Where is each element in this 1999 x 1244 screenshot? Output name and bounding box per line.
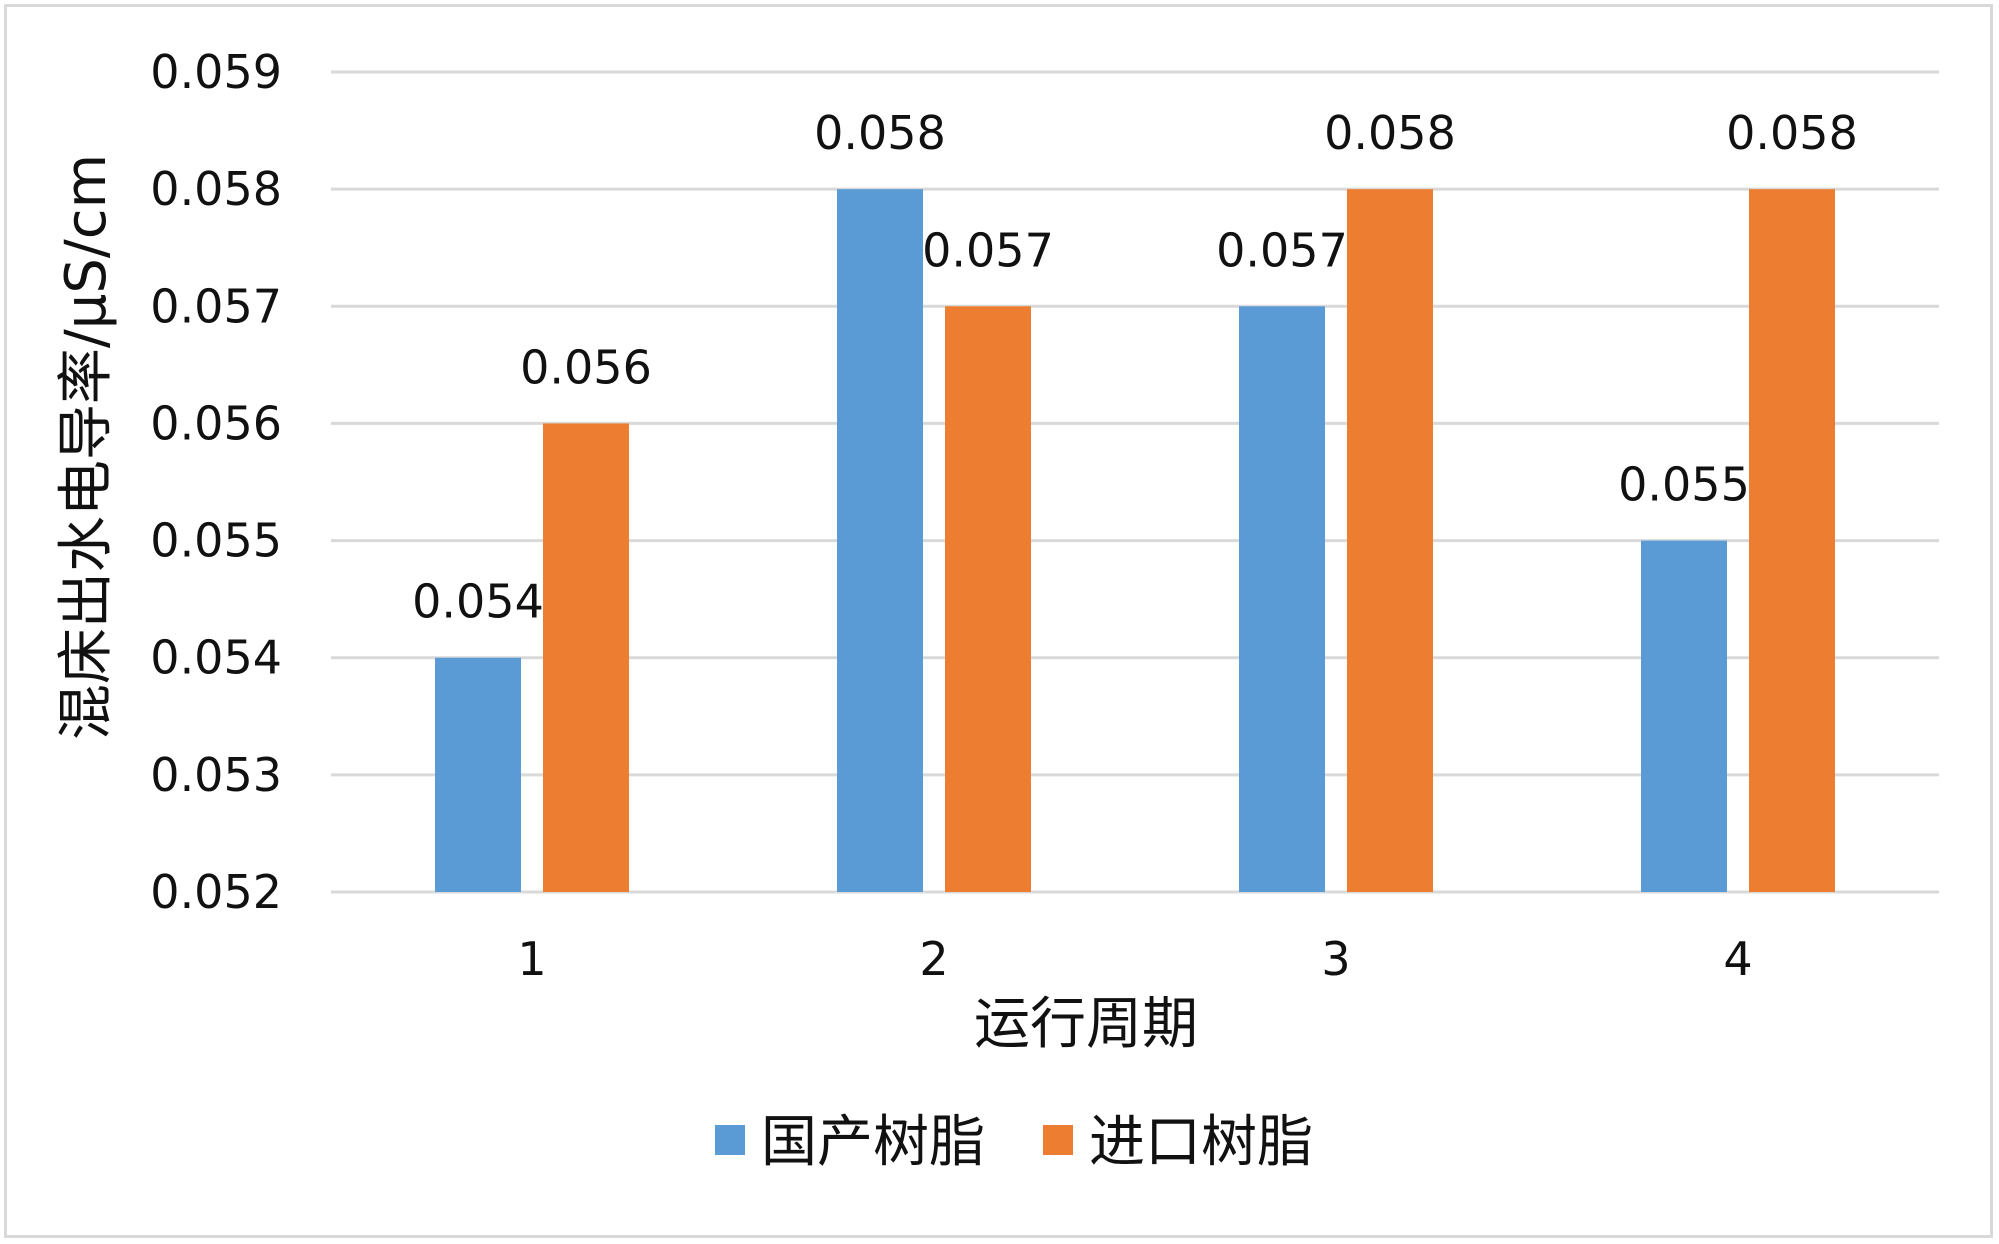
y-tick-label: 0.058: [150, 162, 282, 216]
y-tick-label: 0.055: [150, 514, 282, 568]
y-axis-ticks: 0.052 0.053 0.054 0.055 0.056 0.057 0.058 0.059: [150, 45, 282, 919]
chart-frame: 0.052 0.053 0.054 0.055 0.056 0.057 0.058 0.059…: [4, 4, 1993, 1238]
bar-series-1-cat-4: [1641, 540, 1727, 892]
bar-series-2-cat-1: [543, 423, 629, 892]
x-tick-label: 1: [517, 932, 546, 986]
x-axis-title: 运行周期: [974, 992, 1198, 1057]
y-axis-title: 混床出水电导率/μS/cm: [54, 154, 119, 740]
bar-series-2-cat-3: [1347, 189, 1433, 893]
x-tick-label: 3: [1321, 932, 1350, 986]
x-tick-label: 2: [919, 932, 948, 986]
bar-chart: 0.052 0.053 0.054 0.055 0.056 0.057 0.058 0.059…: [54, 45, 1939, 1175]
legend-swatch: [1043, 1125, 1073, 1155]
bar-series-2-cat-2: [945, 306, 1031, 892]
legend-swatch: [715, 1125, 745, 1155]
y-tick-label: 0.057: [150, 279, 282, 333]
y-tick-label: 0.053: [150, 748, 282, 802]
legend: 国产树脂 进口树脂: [715, 1110, 1313, 1175]
bars: [435, 189, 1835, 893]
data-labels: 0.054 0.056 0.058 0.057 0.057 0.058 0.055 0.058: [412, 106, 1858, 629]
data-label: 0.055: [1618, 458, 1750, 512]
y-tick-label: 0.054: [150, 631, 282, 685]
y-tick-label: 0.056: [150, 396, 282, 450]
y-tick-label: 0.052: [150, 865, 282, 919]
y-tick-label: 0.059: [150, 45, 282, 99]
data-label: 0.057: [922, 223, 1054, 277]
bar-series-1-cat-3: [1239, 306, 1325, 892]
bar-series-1-cat-2: [837, 189, 923, 893]
data-label: 0.054: [412, 575, 544, 629]
data-label: 0.058: [1726, 106, 1858, 160]
bar-series-2-cat-4: [1749, 189, 1835, 893]
data-label: 0.058: [814, 106, 946, 160]
x-axis-ticks: 1 2 3 4: [517, 932, 1752, 986]
data-label: 0.058: [1324, 106, 1456, 160]
x-tick-label: 4: [1723, 932, 1752, 986]
data-label: 0.056: [520, 340, 652, 394]
legend-label: 国产树脂: [761, 1110, 985, 1175]
bar-series-1-cat-1: [435, 657, 521, 892]
data-label: 0.057: [1216, 223, 1348, 277]
legend-label: 进口树脂: [1089, 1110, 1313, 1175]
